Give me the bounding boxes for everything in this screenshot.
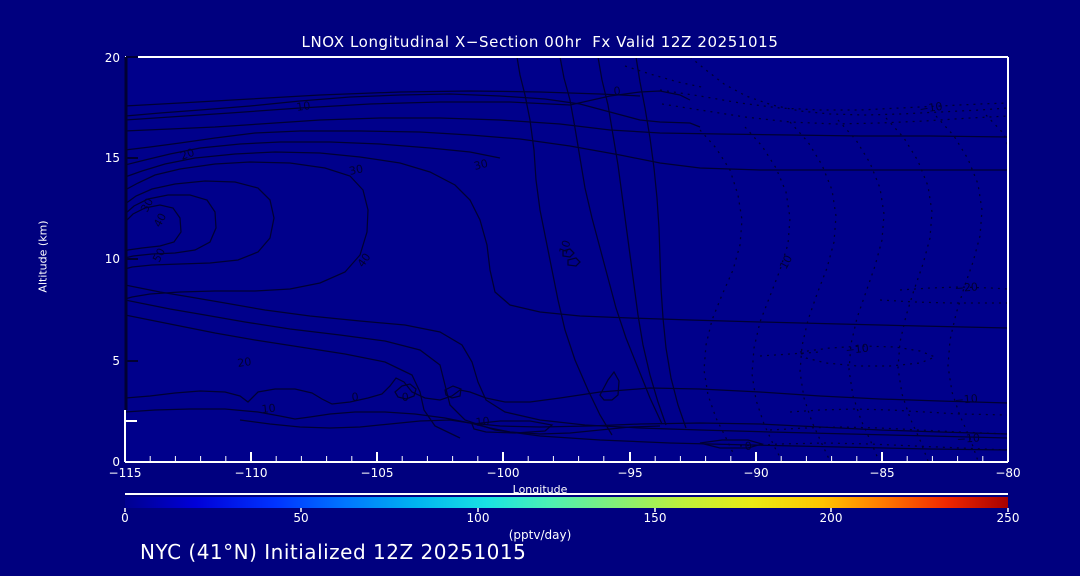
contour-blob-7 bbox=[562, 248, 575, 258]
contour-blob-1 bbox=[394, 383, 417, 400]
y-tick-label: 10 bbox=[104, 252, 120, 266]
contour-label: 0 bbox=[744, 440, 752, 453]
figure-caption: NYC (41°N) Initialized 12Z 20251015 bbox=[140, 540, 527, 564]
x-tick-label: −105 bbox=[360, 466, 394, 480]
contour-blob-2 bbox=[444, 385, 462, 399]
colorbar-units-label: (pptv/day) bbox=[508, 528, 572, 542]
negative-contours bbox=[624, 57, 1008, 462]
x-tick-label: −100 bbox=[486, 466, 520, 480]
contour-ridge-4 bbox=[635, 57, 687, 429]
contour-neg-7 bbox=[985, 114, 1008, 147]
x-tick-label: −80 bbox=[995, 466, 1021, 480]
contour-ridge-3 bbox=[597, 57, 667, 426]
contour-label: 30 bbox=[138, 196, 156, 214]
x-tick-label: −85 bbox=[869, 466, 895, 480]
axis-frame bbox=[124, 56, 1009, 463]
contour-30 bbox=[125, 151, 1008, 329]
contour-20 bbox=[125, 130, 1008, 171]
x-minor-ticks bbox=[149, 456, 984, 462]
contour-label: −10 bbox=[956, 431, 980, 446]
contour-zero-top bbox=[125, 90, 691, 121]
x-tick-label: −115 bbox=[108, 466, 142, 480]
y-tick-label: 20 bbox=[104, 51, 120, 65]
contour-mid-1 bbox=[125, 284, 1008, 439]
contour-blob-4 bbox=[599, 370, 620, 401]
contour-label: 0 bbox=[401, 391, 409, 404]
contour-neg-10-b bbox=[661, 103, 1008, 125]
chart-title: LNOX Longitudinal X−Section 00hr Fx Vali… bbox=[301, 33, 779, 51]
contour-neg-2 bbox=[744, 126, 791, 462]
contour-blob-5 bbox=[699, 439, 765, 449]
y-major-ticks-dark bbox=[126, 56, 138, 362]
plot-area bbox=[125, 57, 1008, 462]
contour-neg-mid bbox=[798, 345, 937, 367]
contour-label: 30 bbox=[473, 157, 490, 173]
contour-neg-low-3 bbox=[769, 426, 1008, 435]
contour-label: 10 bbox=[261, 402, 276, 416]
contour-label: −10 bbox=[954, 392, 978, 407]
colorbar-tick-label: 150 bbox=[643, 511, 667, 525]
contour-label: 10 bbox=[777, 253, 795, 271]
contour-label: 0 bbox=[351, 390, 359, 404]
colorbar-tick-label: 200 bbox=[819, 511, 843, 525]
contour-mid-2 bbox=[125, 299, 1008, 451]
contour-surface-3 bbox=[239, 419, 661, 435]
y-tick-label: 5 bbox=[112, 354, 120, 368]
contour-mid-3 bbox=[125, 314, 461, 439]
contour-label: −10 bbox=[845, 342, 869, 357]
contour-top-edge bbox=[125, 90, 641, 107]
colorbar bbox=[125, 497, 1008, 508]
contour-label: 10 bbox=[475, 415, 490, 429]
contour-50c bbox=[125, 204, 182, 253]
contour-label: 20 bbox=[237, 355, 253, 370]
colorbar-tick-label: 0 bbox=[121, 511, 129, 525]
contour-lines bbox=[125, 57, 1008, 462]
contour-label: 40 bbox=[151, 211, 169, 229]
colorbar-tick-label: 100 bbox=[466, 511, 490, 525]
contour-label: −20 bbox=[954, 280, 978, 295]
contour-label: 20 bbox=[179, 146, 197, 163]
contour-label: −10 bbox=[919, 100, 944, 116]
contour-50 bbox=[125, 180, 275, 270]
contour-neg-low-1 bbox=[759, 351, 821, 357]
colorbar-tick-label: 250 bbox=[996, 511, 1020, 525]
x-tick-label: −110 bbox=[234, 466, 268, 480]
contour-label: 50 bbox=[150, 246, 168, 264]
contour-neg-20b bbox=[879, 299, 1008, 304]
y-major-ticks bbox=[125, 420, 137, 463]
y-tick-label: 0 bbox=[112, 455, 120, 469]
colorbar-ticks bbox=[124, 508, 1009, 512]
contour-surface-2 bbox=[125, 408, 1008, 435]
contour-40 bbox=[125, 161, 369, 300]
contour-50b bbox=[125, 194, 217, 259]
y-tick-label: 15 bbox=[104, 151, 120, 165]
contour-label: 10 bbox=[557, 238, 574, 256]
contour-20b bbox=[125, 141, 501, 166]
x-major-ticks bbox=[124, 452, 1009, 462]
contour-blob-3 bbox=[471, 420, 554, 434]
contour-label: 10 bbox=[296, 99, 312, 114]
contour-neg-10-a bbox=[659, 89, 1008, 111]
x-tick-label: −95 bbox=[617, 466, 643, 480]
contour-label: 0 bbox=[613, 84, 621, 98]
contour-surface-1 bbox=[125, 377, 1008, 405]
contour-blob-6 bbox=[567, 257, 581, 267]
colorbar-tick-label: 50 bbox=[293, 511, 309, 525]
x-axis-label: Longitude bbox=[512, 483, 568, 496]
contour-10 bbox=[125, 93, 701, 128]
contour-label: 30 bbox=[348, 162, 364, 178]
x-tick-label: −90 bbox=[743, 466, 769, 480]
colorbar-top-rule bbox=[125, 493, 1008, 495]
